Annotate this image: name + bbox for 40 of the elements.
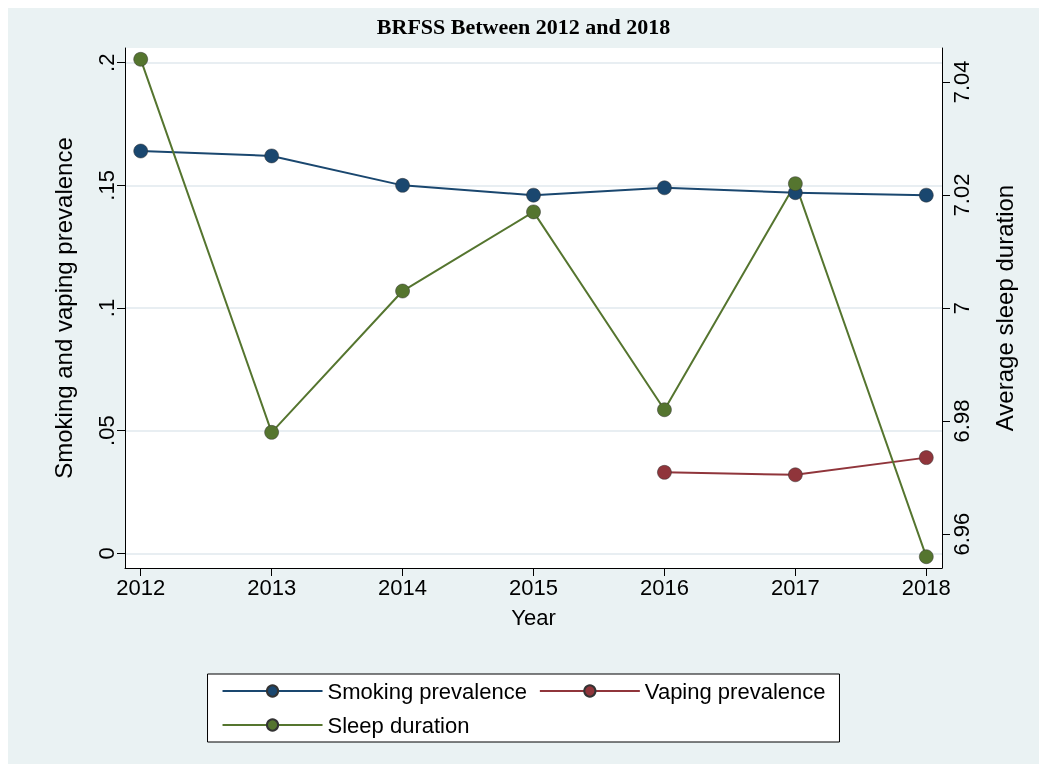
y2-tick-label: 7.02 [948,173,974,217]
y-tick-label: 0 [93,547,119,560]
legend-label: Smoking prevalence [327,678,527,704]
y-tick-label: .1 [93,298,119,318]
point [788,467,803,483]
y2-tick-label: 7 [948,301,974,315]
y2-tick-label: 6.96 [948,512,974,556]
point [919,187,934,203]
legend-label: Sleep duration [327,712,470,738]
point [526,187,541,203]
x-tick-label: 2012 [116,574,166,600]
chart-title: BRFSS Between 2012 and 2018 [376,13,671,39]
y2-tick-label: 6.98 [948,399,974,443]
point [657,180,672,196]
point [657,402,672,417]
y-axis-title: Smoking and vaping prevalence [49,137,77,479]
point [264,148,279,164]
x-tick-label: 2017 [770,574,820,600]
point [133,143,148,159]
point [395,283,410,299]
y-tick-label: .2 [93,53,119,72]
legend-label: Vaping prevalence [644,678,826,704]
point [264,425,279,440]
x-tick-label: 2016 [639,574,689,600]
x-tick-label: 2015 [509,574,558,600]
point [133,52,148,67]
point [919,549,934,564]
x-tick-label: 2013 [247,574,297,600]
x-axis-title: Year [511,604,556,630]
y2-axis-title: Average sleep duration [990,184,1018,432]
point [526,204,541,220]
point [788,176,803,191]
point [395,178,410,193]
y-tick-label: .15 [93,170,119,201]
point [657,465,672,480]
x-tick-label: 2014 [378,574,428,600]
y2-tick-label: 7.04 [948,60,974,104]
y-tick-label: .05 [93,415,119,446]
x-tick-label: 2018 [901,574,951,600]
point [919,450,934,465]
